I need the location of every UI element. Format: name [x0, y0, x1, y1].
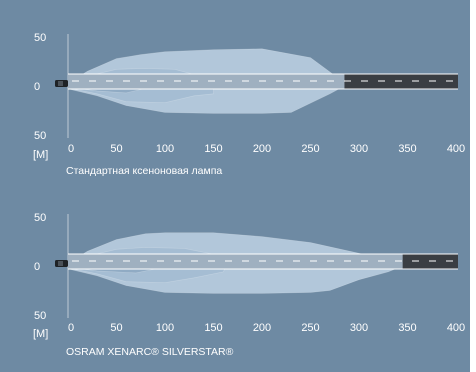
x-tick-label: 50	[110, 143, 122, 155]
y-tick-label: 50	[34, 32, 46, 44]
x-tick-label: 0	[68, 322, 74, 334]
x-tick-label: 200	[253, 322, 271, 334]
x-tick-label: 300	[350, 143, 368, 155]
y-tick-label: 50	[34, 310, 46, 322]
x-tick-label: 50	[110, 322, 122, 334]
chart-caption: OSRAM XENARC® SILVERSTAR®	[66, 346, 234, 358]
x-tick-label: 0	[68, 143, 74, 155]
unit-label: [M]	[33, 328, 48, 340]
chart-1: 50 0 50 [M] 0 50 100 150 200 250 300 350 400 Стандарт…	[33, 32, 465, 177]
y-tick-label: 50	[34, 212, 46, 224]
unit-label: [M]	[33, 149, 48, 161]
x-tick-label: 400	[447, 143, 465, 155]
chart-2: 50 0 50 [M] 0 50 100 150 200 250 300 350 400 OSRAM XE…	[33, 212, 465, 358]
x-tick-label: 400	[447, 322, 465, 334]
x-tick-label: 200	[253, 143, 271, 155]
x-tick-label: 350	[398, 322, 416, 334]
x-tick-label: 150	[204, 322, 222, 334]
car-icon	[55, 80, 68, 87]
car-icon	[55, 260, 68, 267]
x-tick-label: 250	[301, 322, 319, 334]
x-tick-label: 250	[301, 143, 319, 155]
road-lit	[68, 74, 345, 89]
y-tick-label: 0	[34, 81, 40, 93]
x-tick-label: 300	[350, 322, 368, 334]
road-lit	[68, 254, 403, 269]
chart-caption: Стандартная ксеноновая лампа	[66, 165, 222, 177]
x-tick-label: 100	[156, 143, 174, 155]
x-tick-label: 100	[156, 322, 174, 334]
y-tick-label: 50	[34, 130, 46, 142]
x-tick-label: 150	[204, 143, 222, 155]
y-tick-label: 0	[34, 261, 40, 273]
x-tick-label: 350	[398, 143, 416, 155]
